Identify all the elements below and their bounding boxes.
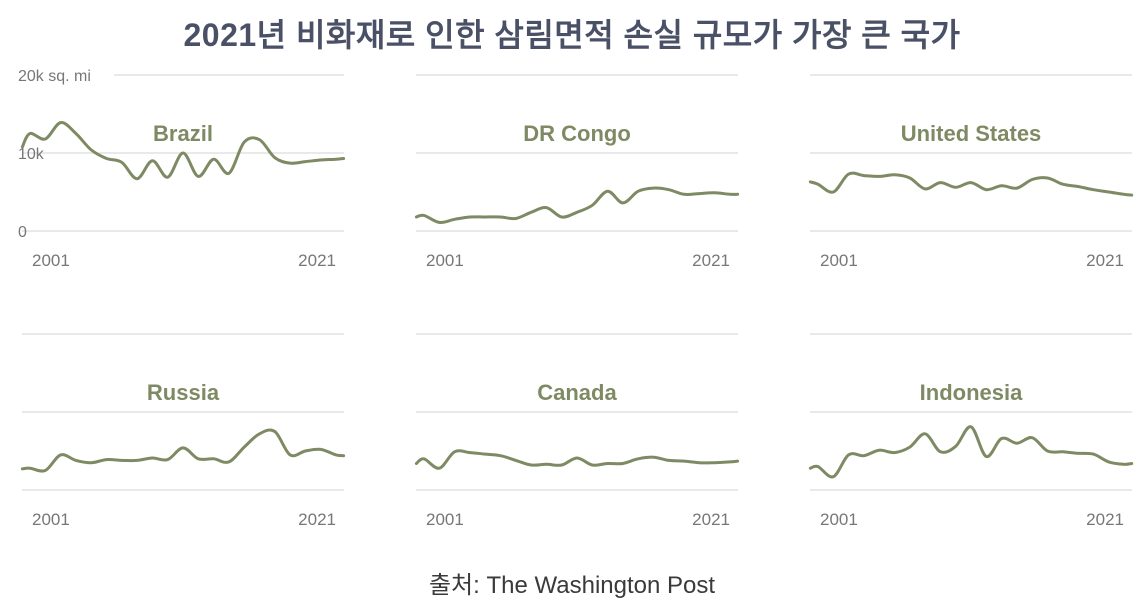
united-states-panel-title: United States xyxy=(901,121,1042,146)
brazil-x-tick-end: 2021 xyxy=(298,251,336,270)
brazil-series-line xyxy=(20,121,346,181)
indonesia-series-line xyxy=(808,425,1134,479)
canada-series-line xyxy=(414,449,740,470)
russia-x-tick-end: 2021 xyxy=(298,510,336,529)
canada-panel-title: Canada xyxy=(537,380,617,405)
canada-x-tick-end: 2021 xyxy=(692,510,730,529)
united-states-x-tick-end: 2021 xyxy=(1086,251,1124,270)
russia-x-tick-start: 2001 xyxy=(32,510,70,529)
y-tick-label: 10k xyxy=(18,146,45,163)
chart-title: 2021년 비화재로 인한 삼림면적 손실 규모가 가장 큰 국가 xyxy=(183,17,961,53)
united-states-series-line xyxy=(808,171,1134,197)
brazil-panel-title: Brazil xyxy=(153,121,213,146)
united-states-x-tick-start: 2001 xyxy=(820,251,858,270)
russia-series-line xyxy=(20,428,346,473)
dr-congo-x-tick-start: 2001 xyxy=(426,251,464,270)
y-tick-label: 0 xyxy=(18,224,27,241)
y-tick-label: 20k sq. mi xyxy=(18,68,91,85)
russia-panel-title: Russia xyxy=(147,380,220,405)
dr-congo-series-line xyxy=(414,186,740,225)
dr-congo-panel-title: DR Congo xyxy=(523,121,631,146)
brazil-x-tick-start: 2001 xyxy=(32,251,70,270)
indonesia-x-tick-start: 2001 xyxy=(820,510,858,529)
indonesia-x-tick-end: 2021 xyxy=(1086,510,1124,529)
source-note: 출처: The Washington Post xyxy=(428,572,716,599)
indonesia-panel-title: Indonesia xyxy=(920,380,1023,405)
dr-congo-x-tick-end: 2021 xyxy=(692,251,730,270)
canada-x-tick-start: 2001 xyxy=(426,510,464,529)
